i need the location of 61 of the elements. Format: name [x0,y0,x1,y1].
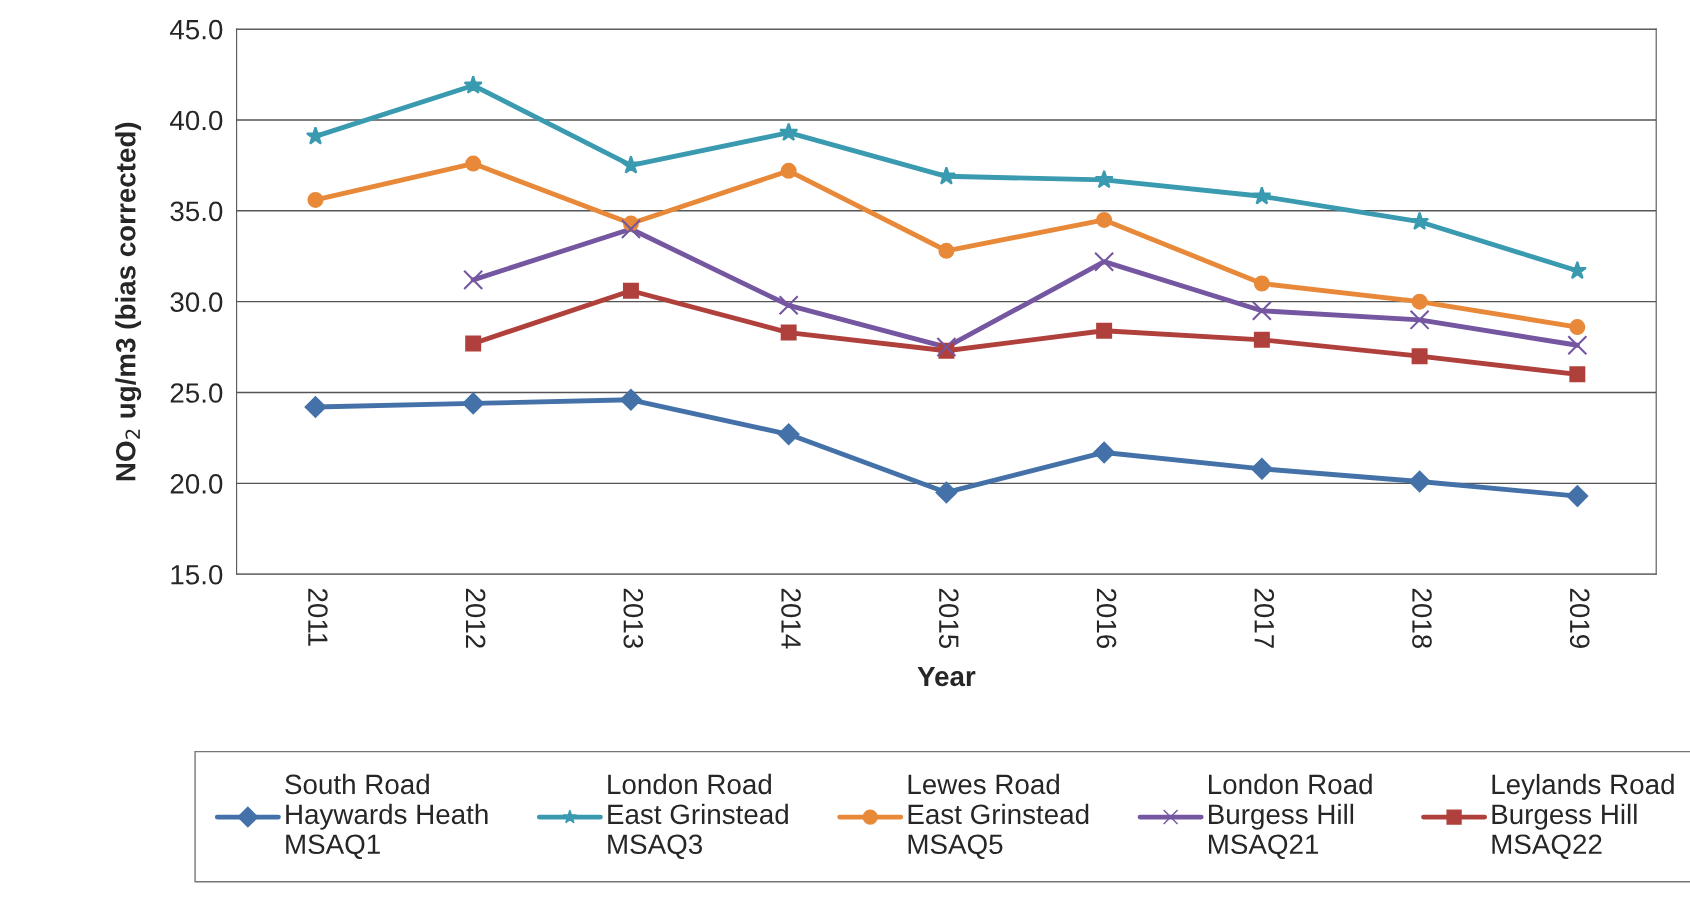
point [1094,169,1114,189]
x-tick-label: 2016 [1096,588,1117,648]
point [463,75,483,94]
point [465,155,482,172]
y-tick-label: 40.0 [169,110,223,131]
legend-label: London Road East Grinstead MSAQ3 [608,773,788,860]
point [1096,322,1113,339]
point [620,388,642,411]
point [1093,441,1115,464]
point [1569,366,1586,383]
point [1253,331,1270,348]
point [938,242,955,259]
legend-label: London Road Burgess Hill MSAQ21 [1209,773,1372,860]
x-tick-label: 2012 [465,588,486,648]
x-tick-label: 2013 [623,588,644,648]
point [620,218,641,240]
y-tick-label: 25.0 [170,383,223,403]
point [779,122,799,142]
legend-label: South Road Haywards Heath MSAQ1 [285,773,488,860]
point [936,337,957,358]
point [1409,309,1430,330]
x-axis-title: Year [917,666,976,687]
x-tick-label: 2015 [938,588,959,649]
x-tick-label: 2011 [308,588,328,646]
point [462,392,485,415]
legend-label: Leylands Road Burgess Hill MSAQ22 [1492,773,1674,860]
point [463,269,484,290]
y-tick-label: 45.0 [169,19,223,40]
point [622,282,639,299]
y-tick-label: 30.0 [170,292,223,312]
x-tick-label: 2017 [1254,588,1275,648]
y-tick-label: 35.0 [170,201,223,222]
point [1411,348,1428,365]
point [621,155,641,174]
point [1251,300,1272,321]
point [307,191,324,208]
point [1569,319,1586,336]
x-tick-label: 2018 [1412,588,1432,648]
y-tick-label: 15.0 [171,564,223,585]
point [1411,293,1428,310]
point [1253,275,1270,292]
point [935,481,958,504]
point [1408,470,1431,493]
point [780,162,797,179]
point [304,396,327,418]
y-axis-title: NO$_{2}$ ug/m3 (bias corrected) [115,122,142,481]
point [1251,457,1273,480]
point [778,295,799,316]
x-tick-label: 2019 [1569,588,1590,648]
point [1566,485,1589,507]
point [780,324,797,341]
point [1409,211,1430,231]
point [1567,335,1588,356]
x-tick-label: 2014 [781,588,801,649]
point [1096,211,1113,228]
y-tick-label: 20.0 [170,474,223,494]
point [777,423,800,446]
legend-label: Lewes Road East Grinstead MSAQ5 [908,773,1089,860]
point [465,335,482,352]
point [1094,251,1115,272]
point [1252,186,1272,205]
